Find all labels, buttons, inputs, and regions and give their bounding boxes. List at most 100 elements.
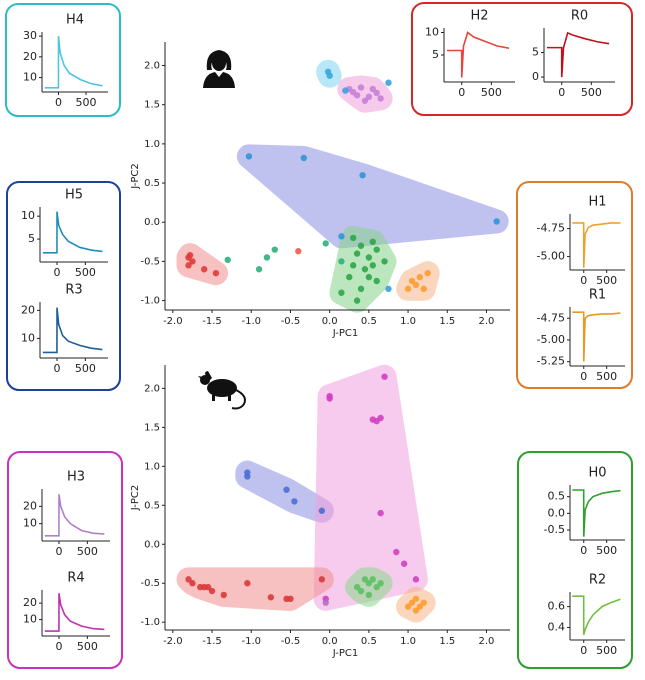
point [322,240,329,247]
x-tick-label: 0 [56,640,63,653]
point [295,248,302,255]
point [267,594,275,601]
y-tick-label: -0.5 [140,256,160,267]
y-tick-label: 0 [532,70,539,83]
x-tick-label: 500 [77,640,98,653]
y-tick-label: 5 [532,46,539,59]
point [412,595,420,603]
y-tick-label: 0.0 [548,506,566,519]
y-tick-label: 5 [28,232,35,245]
x-tick-label: -0.5 [281,316,301,327]
point [404,603,412,610]
x-tick-label: 0 [54,362,61,375]
point [373,417,380,425]
cluster-shape [236,144,509,249]
y-axis-label: J-PC2 [130,163,141,190]
point [424,269,431,277]
x-tick-label: 0 [56,545,63,558]
point [400,560,408,567]
point [208,587,216,595]
point [493,218,500,225]
y-tick-label: 20 [23,596,37,609]
point [349,262,357,269]
y-tick-label: 1.0 [144,461,160,472]
panel-title: H5 [65,188,83,203]
panel-frame [411,2,633,116]
point [412,607,420,614]
human-icon [203,50,235,88]
y-tick-label: 10 [21,331,35,344]
y-tick-label: 0.6 [548,600,566,613]
x-tick-label: 500 [77,545,98,558]
point [404,285,412,293]
point [365,273,373,281]
panel-frame [517,451,633,669]
point [338,289,345,296]
point [408,599,416,606]
panel-title: H4 [66,13,84,28]
trace [546,31,610,78]
point [373,89,380,97]
y-tick-label: 10 [23,71,37,84]
x-tick-label: 0 [580,274,587,287]
point [377,509,384,517]
point [361,576,369,583]
point [408,277,416,285]
point [300,154,307,162]
x-tick-label: 500 [75,362,96,375]
trace [572,595,621,635]
x-tick-label: 0.5 [361,316,377,327]
point [385,79,392,86]
y-tick-label: -5.00 [537,333,565,346]
y-tick-label: 2.0 [144,61,160,72]
point [349,88,357,96]
y-tick-label: -4.75 [537,311,565,324]
x-tick-label: -1.5 [202,636,222,647]
point [263,254,271,261]
y-tick-label: 2.0 [144,383,160,394]
point [201,266,208,273]
x-tick-label: 0.5 [361,636,377,647]
point [349,234,357,242]
panel-title: R1 [589,288,606,303]
x-tick-label: 500 [76,96,97,109]
point [369,238,376,246]
point [369,262,376,269]
point [318,507,326,514]
panel-frame [5,3,121,117]
y-tick-label: 0.5 [144,178,160,189]
point [271,246,278,253]
point [220,591,228,599]
point [283,486,290,493]
y-tick-label: 10 [23,613,37,626]
x-tick-label: 0 [580,544,587,557]
y-tick-label: 10 [21,209,35,222]
x-tick-label: 500 [581,86,602,99]
point [361,97,369,104]
point [377,95,384,102]
y-tick-label: 20 [21,303,35,316]
point [353,250,361,257]
trace [572,222,621,268]
panel-title: H0 [588,466,606,481]
x-tick-label: 0.0 [322,636,338,647]
y-tick-label: -1.0 [140,296,160,307]
x-tick-label: -2.0 [163,636,183,647]
panel-title: H1 [588,195,606,210]
x-tick-label: 2.0 [479,636,495,647]
y-tick-label: 10 [23,517,37,530]
trace [572,311,621,362]
point [385,285,392,293]
point [201,583,208,591]
point [357,242,365,249]
x-tick-label: -0.5 [281,636,301,647]
point [361,266,369,273]
point [245,153,253,160]
x-tick-label: -1.5 [202,316,222,327]
panel-title: R2 [589,573,606,588]
x-tick-label: 500 [481,86,502,99]
x-tick-label: 500 [596,644,617,657]
x-tick-label: -2.0 [163,316,183,327]
trace [44,494,105,537]
point [412,281,420,289]
